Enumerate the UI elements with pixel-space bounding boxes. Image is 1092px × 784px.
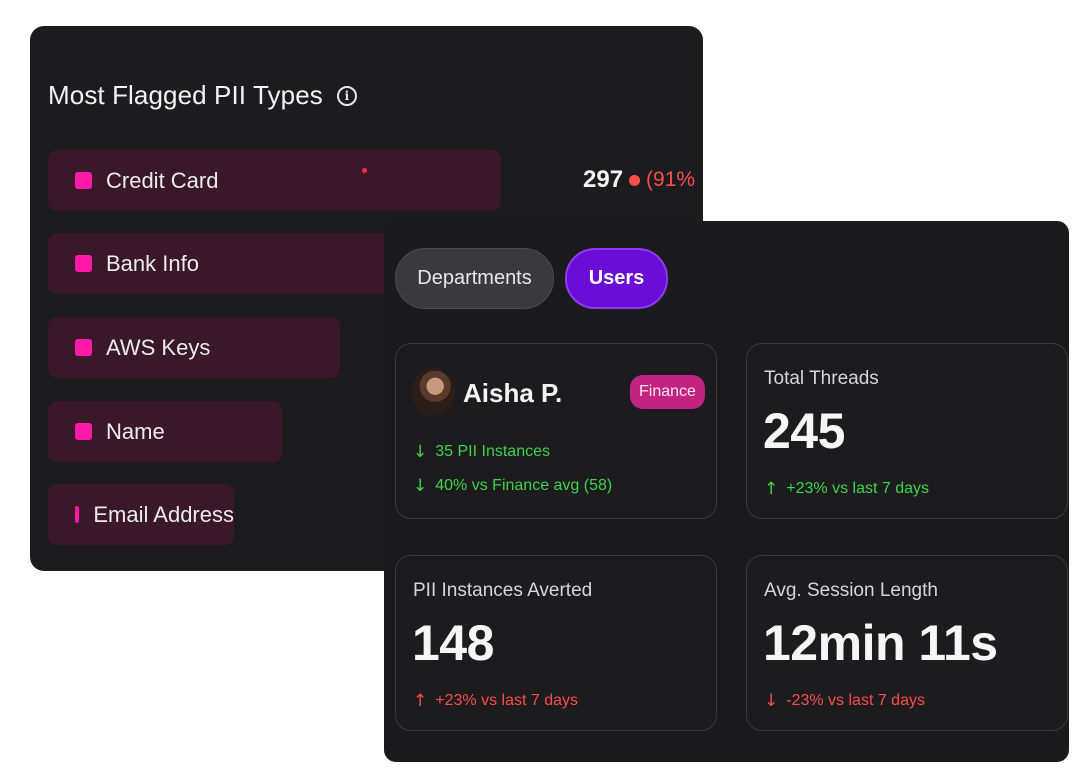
pii-bar-label: AWS Keys	[106, 334, 211, 360]
top-bar-value: 297 (91%	[583, 166, 695, 194]
arrow-up-icon: ↑	[413, 691, 428, 711]
legend-square-icon	[75, 423, 92, 440]
metric-value: 148	[412, 615, 494, 671]
legend-square-icon	[75, 339, 92, 356]
arrow-up-icon: ↑	[764, 479, 779, 499]
tab-departments[interactable]: Departments	[395, 248, 554, 309]
metric-delta: ↑ +23% vs last 7 days	[413, 691, 578, 711]
tab-users[interactable]: Users	[565, 248, 668, 309]
panel-header: Most Flagged PII Types i	[48, 80, 357, 111]
pii-bar-bank-info[interactable]: Bank Info	[48, 233, 410, 294]
pii-bar-label: Bank Info	[106, 250, 199, 276]
top-bar-count: 297	[583, 166, 624, 193]
legend-square-icon	[75, 255, 92, 272]
metric-label: Avg. Session Length	[764, 580, 938, 601]
arrow-down-icon: ↓	[413, 476, 428, 496]
legend-square-icon	[75, 172, 92, 189]
panel-title: Most Flagged PII Types	[48, 80, 323, 110]
legend-square-icon	[75, 506, 80, 523]
pii-bar-credit-card[interactable]: Credit Card	[48, 150, 501, 211]
metric-value: 12min 11s	[763, 615, 998, 671]
status-dot-icon	[629, 174, 641, 186]
metric-card-total-threads: Total Threads 245 ↑ +23% vs last 7 days	[746, 343, 1068, 519]
top-bar-percent: (91%	[646, 168, 696, 191]
metric-delta: ↓ -23% vs last 7 days	[764, 691, 925, 711]
metric-delta-text: -23% vs last 7 days	[786, 692, 925, 709]
metric-value: 245	[763, 403, 845, 459]
metric-delta-text: +23% vs last 7 days	[786, 480, 929, 497]
user-name: Aisha P.	[463, 378, 563, 408]
pii-bar-email-address[interactable]: Email Address	[48, 484, 234, 545]
arrow-down-icon: ↓	[413, 442, 428, 462]
pii-bar-name[interactable]: Name	[48, 401, 282, 462]
arrow-down-icon: ↓	[764, 691, 779, 711]
metric-label: PII Instances Averted	[413, 580, 593, 601]
metric-delta: ↑ +23% vs last 7 days	[764, 479, 929, 499]
pii-bar-label: Credit Card	[106, 167, 219, 193]
user-card[interactable]: Aisha P. Finance ↓ 35 PII Instances ↓ 40…	[395, 343, 717, 519]
department-badge: Finance	[630, 375, 705, 409]
pii-bar-label: Name	[106, 418, 165, 444]
user-stat-instances: ↓ 35 PII Instances	[413, 442, 550, 462]
user-stat-vs-avg-text: 40% vs Finance avg (58)	[435, 477, 613, 494]
metric-delta-text: +23% vs last 7 days	[435, 692, 578, 709]
metric-card-pii-averted: PII Instances Averted 148 ↑ +23% vs last…	[395, 555, 717, 731]
user-stat-instances-text: 35 PII Instances	[435, 443, 550, 460]
pii-bar-aws-keys[interactable]: AWS Keys	[48, 317, 340, 378]
pii-bar-label: Email Address	[93, 501, 234, 527]
bar-marker-dot	[362, 168, 367, 173]
avatar	[411, 368, 455, 416]
info-icon[interactable]: i	[336, 85, 357, 106]
users-stats-panel: Departments Users Aisha P. Finance ↓ 35 …	[384, 221, 1069, 762]
metric-label: Total Threads	[764, 368, 879, 389]
metric-card-session-length: Avg. Session Length 12min 11s ↓ -23% vs …	[746, 555, 1068, 731]
user-stat-vs-avg: ↓ 40% vs Finance avg (58)	[413, 476, 612, 496]
